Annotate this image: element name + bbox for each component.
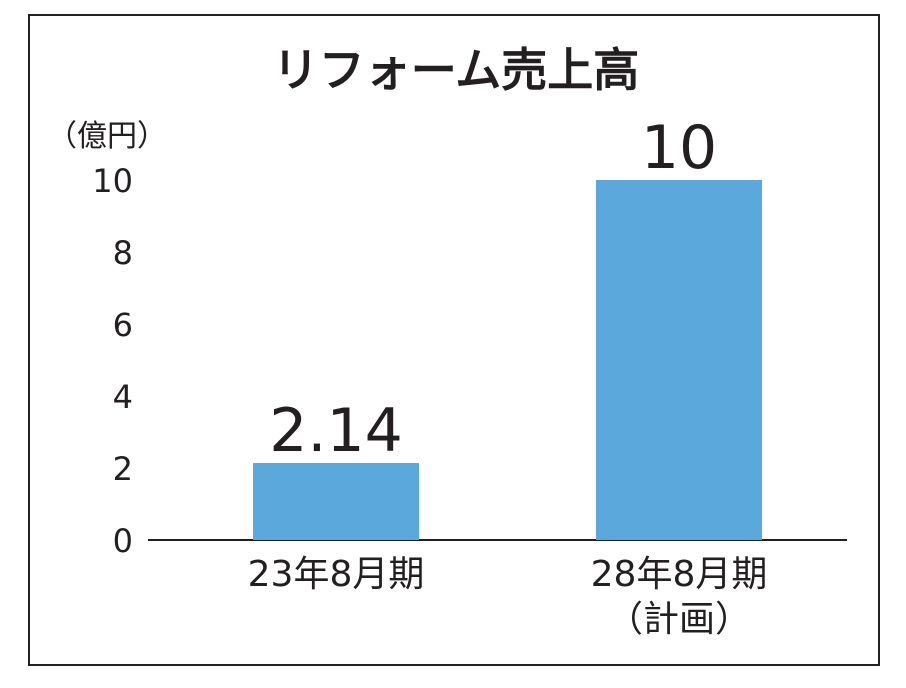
x-category-label: 28年8月期	[591, 554, 768, 595]
x-category-label: 23年8月期	[248, 554, 425, 595]
y-tick-label: 2	[113, 450, 133, 488]
y-tick-label: 6	[113, 306, 133, 344]
bar	[596, 180, 762, 540]
y-axis-unit-label: （億円）	[47, 119, 167, 154]
bar	[253, 462, 419, 540]
bar-value-label: 2.14	[269, 396, 403, 466]
y-tick-label: 10	[92, 162, 133, 200]
bar-value-label: 10	[641, 113, 717, 183]
y-tick-label: 8	[113, 234, 133, 272]
y-tick-label: 4	[113, 378, 133, 416]
x-category-label: （計画）	[607, 599, 751, 640]
y-tick-label: 0	[113, 522, 133, 560]
chart-title: リフォーム売上高	[272, 43, 640, 97]
